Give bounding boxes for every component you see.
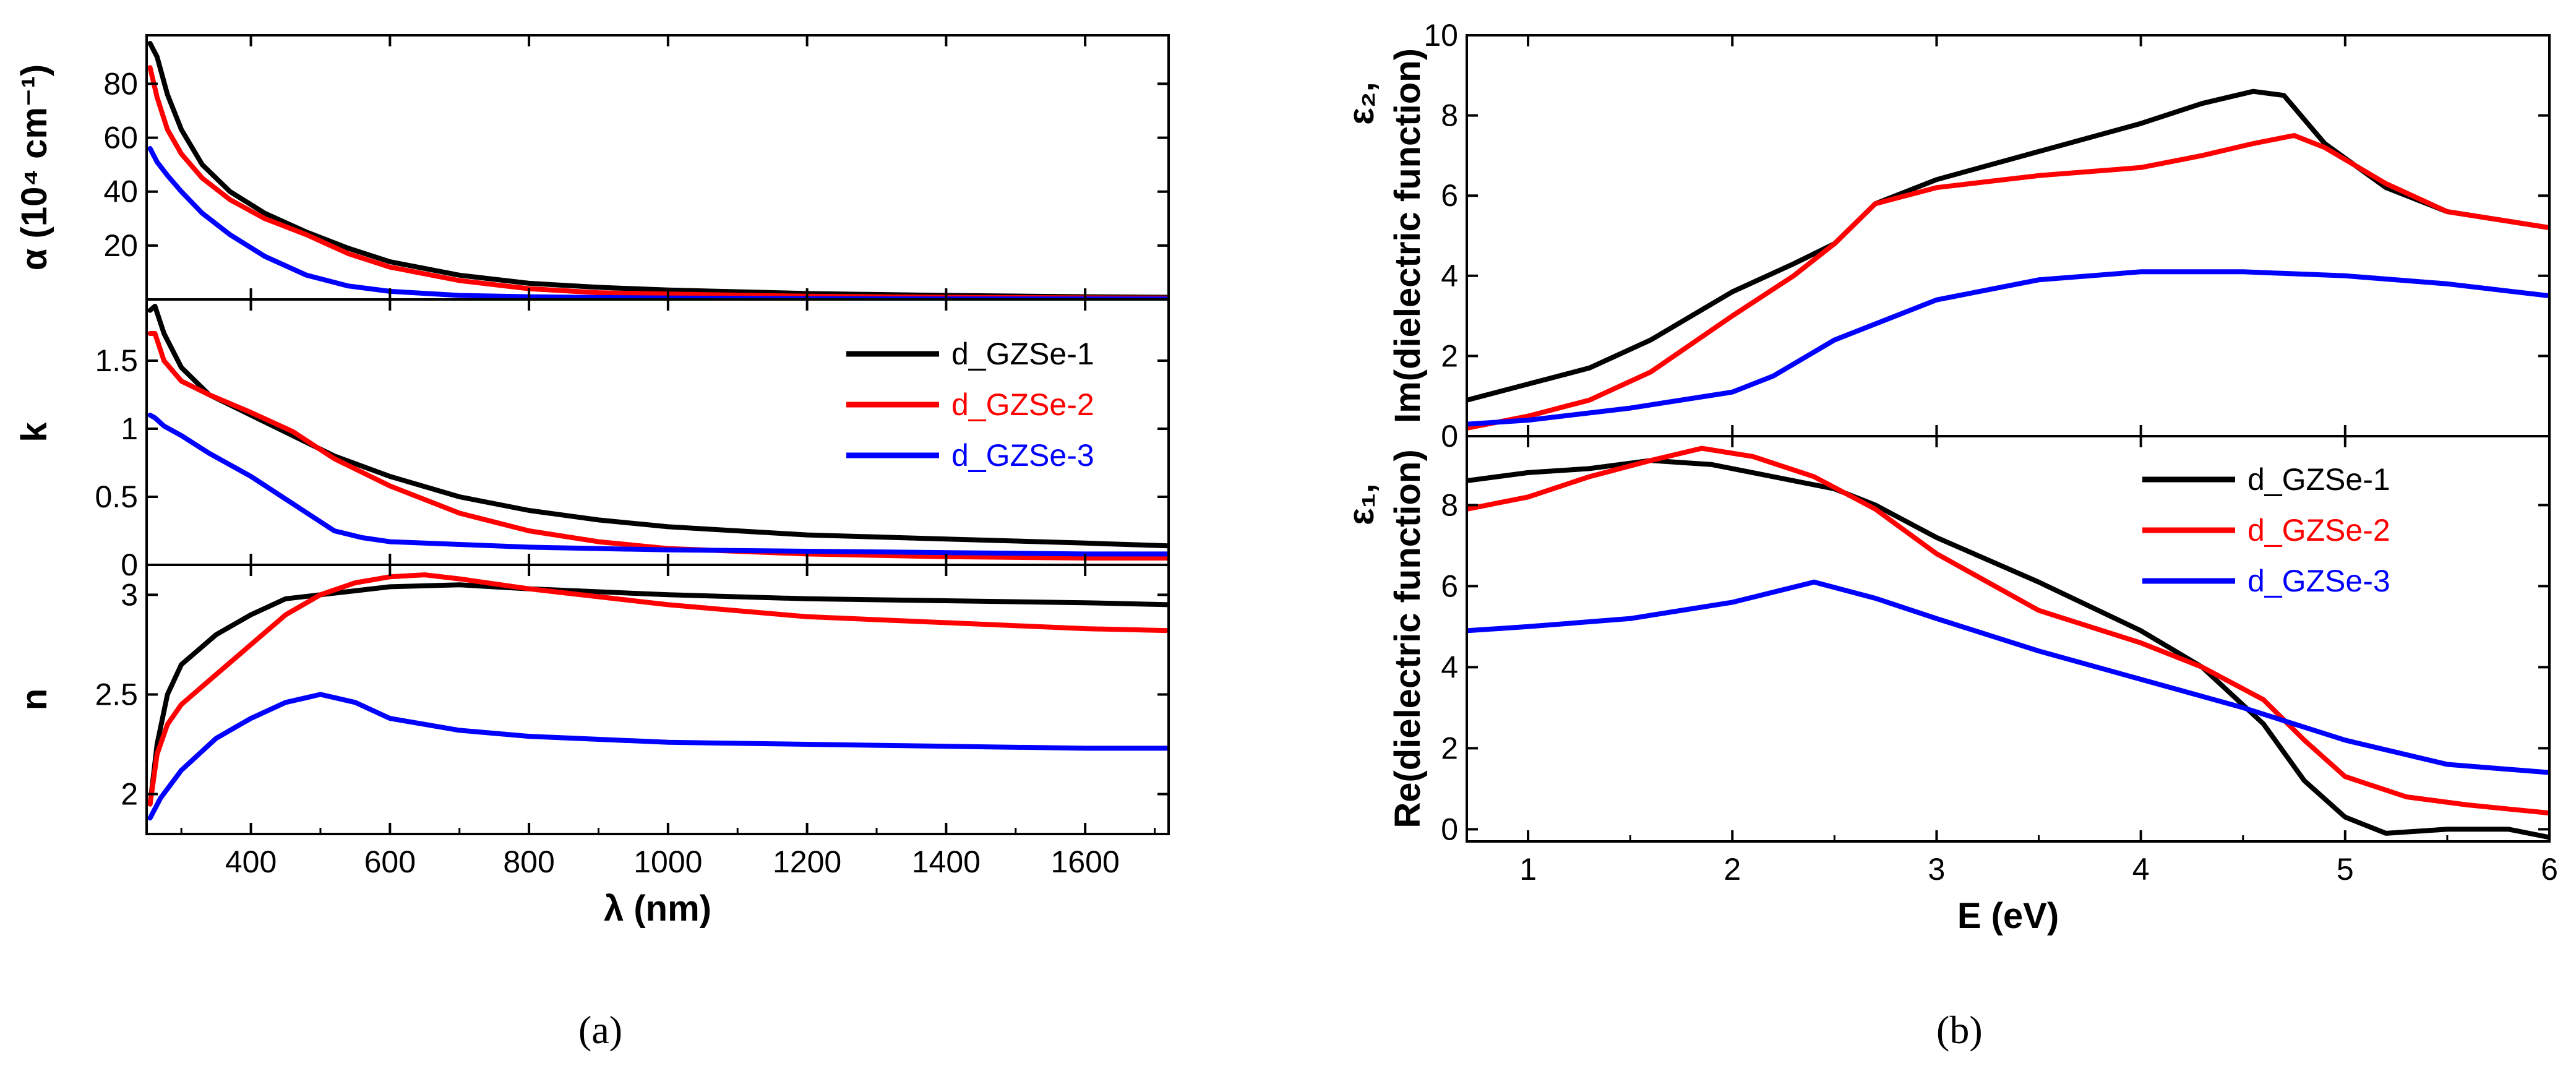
panel-1-eps2-series-0 [1467, 88, 2549, 403]
panel-1-xtick-label-5: 6 [2541, 852, 2558, 887]
panel-0-alpha-ylabel: α (10⁴ cm⁻¹) [14, 64, 54, 270]
panel-1-eps2-series-1 [1467, 133, 2549, 431]
panel-0-k-ytick-label-3: 1.5 [95, 343, 138, 378]
panel-1-eps1-ylabel-prefix: ε₁, [1341, 483, 1381, 525]
panel-1-eps2-ytick-label-4: 8 [1441, 98, 1458, 133]
panel-1-eps2-ylabel: Im(dielectric function) [1388, 48, 1428, 423]
panel-0-k-legend-label-1: d_GZSe-2 [951, 387, 1094, 422]
panel-0-k-legend-label-2: d_GZSe-3 [951, 438, 1094, 473]
panel-1-eps1-series-1 [1467, 445, 2549, 816]
panel-0-k-ytick-label-0: 0 [121, 548, 138, 582]
panel-0-k-ylabel: k [14, 422, 54, 442]
panel-0-xtick-label-3: 1000 [633, 845, 702, 879]
panel-1-eps2-ytick-label-3: 6 [1441, 178, 1458, 213]
panel-label-b: (b) [1936, 1008, 1983, 1052]
panel-0-alpha-ytick-label-0: 20 [103, 228, 138, 263]
panel-1-eps2-ytick-label-2: 4 [1441, 259, 1458, 293]
panel-1-eps1-ylabel: Re(dielectric function) [1388, 449, 1428, 828]
panel-1-xtick-label-3: 4 [2132, 852, 2150, 887]
panel-0-xtick-label-6: 1600 [1051, 845, 1120, 879]
panel-0-n-ylabel: n [14, 689, 54, 710]
panel-1-xtick-label-0: 1 [1519, 852, 1537, 887]
panel-0-n-series-2 [147, 692, 1169, 821]
panel-0-k-ytick-label-2: 1 [121, 411, 138, 446]
panel-0-xtick-label-0: 400 [225, 845, 277, 879]
panel-1-eps1-series-2 [1467, 579, 2549, 775]
panel-1-eps1-frame [1466, 435, 2551, 843]
panel-0-n-series-0 [147, 582, 1169, 807]
panel-0-alpha-frame [145, 34, 1170, 301]
panel-1-eps2-ytick-label-5: 10 [1423, 18, 1458, 53]
panel-1-eps1-ytick-label-4: 8 [1441, 488, 1458, 522]
panel-1-xlabel: E (eV) [1957, 896, 2059, 936]
panel-0-alpha-series-0 [147, 41, 1169, 299]
panel-1-eps1-legend-label-1: d_GZSe-2 [2248, 513, 2390, 548]
panel-0-alpha-ytick-label-2: 60 [103, 121, 138, 155]
panel-1-eps1-legend-label-0: d_GZSe-1 [2248, 462, 2390, 497]
panel-0-k-series-1 [147, 331, 1169, 561]
panel-1-eps2-ytick-label-1: 2 [1441, 338, 1458, 373]
panel-1-xtick-label-2: 3 [1928, 852, 1946, 887]
panel-1-xtick-label-1: 2 [1724, 852, 1741, 887]
panel-0-alpha-series-1 [147, 65, 1169, 299]
panel-0-n-ytick-label-0: 2 [121, 777, 138, 812]
panel-0-xlabel: λ (nm) [604, 888, 711, 929]
panel-1-xtick-label-4: 5 [2337, 852, 2354, 887]
panel-1-eps1-ytick-label-0: 0 [1441, 812, 1458, 846]
panel-0-k-series-0 [147, 304, 1169, 549]
panel-1-eps1-ytick-label-1: 2 [1441, 731, 1458, 765]
panel-1-eps1-ytick-label-2: 4 [1441, 650, 1458, 684]
panel-1-eps1-ytick-label-3: 6 [1441, 569, 1458, 603]
panel-1-eps2-frame [1466, 34, 2551, 437]
panel-1-eps2-ylabel-prefix: ε₂, [1341, 82, 1381, 124]
panel-0-k-series-2 [147, 413, 1169, 557]
panel-0-k-ytick-label-1: 0.5 [95, 479, 138, 514]
panel-0-alpha-ytick-label-1: 40 [103, 174, 138, 209]
panel-label-a: (a) [578, 1008, 623, 1052]
panel-0-xtick-label-1: 600 [364, 845, 416, 879]
panel-0-n-ytick-label-1: 2.5 [95, 677, 138, 711]
panel-0-xtick-label-5: 1400 [912, 845, 981, 879]
panel-0-xtick-label-2: 800 [503, 845, 554, 879]
panel-1-eps1-legend-label-2: d_GZSe-3 [2248, 564, 2390, 598]
panel-1-eps2-ytick-label-0: 0 [1441, 419, 1458, 454]
panel-0-n-ytick-label-2: 3 [121, 577, 138, 612]
panel-0-alpha-ytick-label-3: 80 [103, 66, 138, 101]
panel-1-eps2-series-2 [1467, 269, 2549, 427]
panel-0-alpha-series-2 [147, 146, 1169, 299]
panel-0-n-series-1 [147, 572, 1169, 807]
panel-0-n-frame [145, 564, 1170, 835]
panel-0-xtick-label-4: 1200 [773, 845, 841, 879]
panel-0-k-legend-label-0: d_GZSe-1 [951, 337, 1094, 371]
